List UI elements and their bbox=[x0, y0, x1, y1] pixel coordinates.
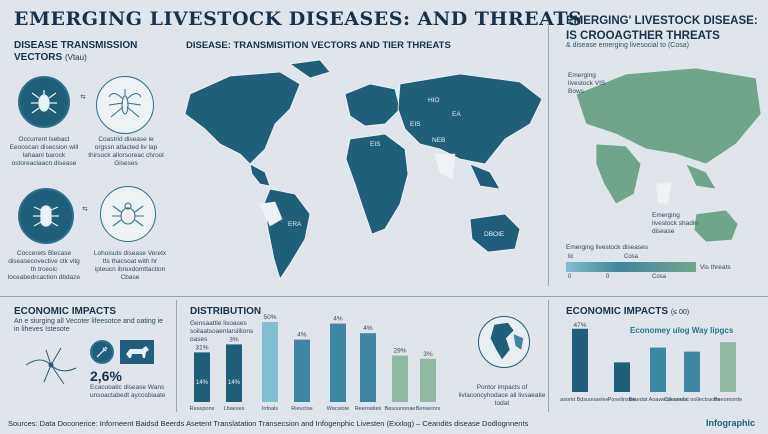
distribution-note: Gensaattie lisoases soilaatsoaenlarsilli… bbox=[190, 320, 254, 343]
right-panel-subtitle: & disease emerging livesocial to (Cosa) bbox=[566, 42, 689, 49]
cattle-icon bbox=[120, 340, 154, 364]
divider-2 bbox=[548, 300, 549, 412]
map-label-6: DIT bbox=[450, 161, 461, 168]
distribution-value-7: 29% bbox=[393, 348, 406, 355]
map-label-7: ERA bbox=[288, 221, 302, 228]
map-label-4: NEB bbox=[432, 137, 445, 144]
distribution-category-7: Besounonae bbox=[385, 406, 416, 412]
louse-icon bbox=[18, 188, 74, 244]
distribution-category-2: Lbaeses bbox=[224, 406, 245, 412]
tick-caption: Occurrent lsebact Eeooscan disecsion wil… bbox=[9, 136, 79, 167]
map-label-1: EIS bbox=[410, 121, 421, 128]
economic-category-2: Ponelinstee bbox=[608, 397, 637, 403]
economic-stat-caption: Ecacuoatic disease Wans unsoactabedt ayc… bbox=[90, 384, 166, 399]
transmission-title-text: DISEASE TRANSMISSION VECTORS bbox=[14, 40, 138, 63]
right-label-lower: Emerging livestock diseases bbox=[566, 244, 649, 251]
world-map-center: EIS EA HIO NEB EIS DIT ERA DBOIE bbox=[184, 59, 543, 280]
economic-category-4: Caconulat oollectraoes bbox=[664, 397, 720, 403]
distribution-bar-6 bbox=[360, 333, 376, 402]
economic-bar-3 bbox=[650, 347, 666, 392]
economic-stat: 2,6% bbox=[90, 368, 122, 384]
distribution-category-6: Reeroaties bbox=[355, 406, 382, 412]
distribution-bar-3 bbox=[262, 322, 278, 402]
map-label-8: DBOIE bbox=[484, 231, 505, 238]
distribution-category-1: Reaspons bbox=[190, 406, 215, 412]
economic-bar-4 bbox=[684, 351, 700, 392]
economic-right-chart-title: Economey ulog Way lipgcs bbox=[630, 326, 734, 335]
distribution-bar-5 bbox=[330, 323, 346, 402]
divider-h bbox=[0, 296, 768, 297]
pathogen-icon bbox=[25, 347, 77, 385]
map-label-2: EA bbox=[452, 111, 461, 118]
world-map-right bbox=[575, 67, 762, 243]
distribution-legend: Pontor impacts of livlaconcyhodace ail l… bbox=[458, 384, 546, 407]
distribution-value-5: 4% bbox=[333, 316, 343, 323]
economic-bar-1 bbox=[572, 328, 588, 392]
distribution-value-2: 3% bbox=[229, 336, 239, 343]
right-label-middle: Emerging livestock shadin disease bbox=[652, 212, 698, 235]
distribution-category-5: Wacsiote bbox=[327, 406, 349, 412]
transmission-title-suffix: (Vtau) bbox=[64, 53, 87, 62]
globe-icon bbox=[478, 316, 530, 368]
tick-icon bbox=[18, 76, 70, 128]
legend-tick-1: 0 bbox=[568, 274, 572, 280]
louse-caption: Coccerets Blecase diseasecovective ctk v… bbox=[7, 250, 81, 281]
distribution-value-1: 31% bbox=[195, 344, 208, 351]
distribution-category-4: Rieucioe bbox=[291, 406, 312, 412]
distribution-title: DISTRIBUTION bbox=[190, 306, 262, 317]
legend-label-left: lic bbox=[568, 254, 574, 260]
syringe-icon bbox=[90, 340, 114, 364]
economic-category-1: Tonasomt Bdsuooaelee bbox=[560, 397, 609, 403]
mite-caption: Lohoisuts disease Veretx tts thacsoat wi… bbox=[93, 250, 167, 281]
footer-source: Sources: Data Doconerice: Inforneent Bai… bbox=[8, 419, 529, 428]
economic-value-1: 47% bbox=[573, 322, 586, 329]
map-title: DISEASE: TRANSMISITION VECTORS AND TIER … bbox=[186, 40, 451, 51]
legend-labels: lic Cosa bbox=[566, 254, 696, 260]
economic-category-5: Beeomonte bbox=[714, 397, 742, 403]
distribution-bar-8 bbox=[420, 358, 436, 402]
economic-right-title: ECONOMIC IMPACTS (≤ 00) bbox=[566, 306, 689, 319]
map-label-5: EIS bbox=[370, 141, 381, 148]
page-title: EMERGING LIVESTOCK DISEASES: AND THREATS bbox=[14, 8, 583, 30]
right-panel-title: EMERGING' LIVESTOCK DISEASE: IS CROOAGTH… bbox=[566, 15, 758, 42]
economic-right-title-text: ECONOMIC IMPACTS bbox=[566, 306, 669, 317]
arrow-icon-2: ⇆ bbox=[82, 206, 88, 213]
divider-3 bbox=[548, 24, 549, 286]
distribution-value-6: 4% bbox=[363, 325, 373, 332]
distribution-value-8: 3% bbox=[423, 351, 433, 358]
distribution-bar-1 bbox=[194, 352, 210, 402]
legend-label-right: Vis threats bbox=[700, 264, 731, 271]
map-label-3: HIO bbox=[428, 97, 440, 104]
economic-bar-5 bbox=[720, 342, 736, 392]
distribution-chart: 31% Reaspons 3% Lbaeses 50% Infoals 4% Rieucioe… bbox=[190, 314, 441, 412]
distribution-category-8: Benseinrs bbox=[416, 406, 441, 412]
legend-tick-3: Cosa bbox=[652, 274, 667, 280]
brand-logo: Infographic bbox=[706, 418, 755, 428]
distribution-inner-label-1: 14% bbox=[196, 380, 209, 386]
distribution-bar-4 bbox=[294, 339, 310, 402]
mosquito-icon bbox=[96, 76, 154, 134]
arrow-icon: ⇆ bbox=[80, 94, 86, 101]
distribution-category-3: Infoals bbox=[262, 406, 278, 412]
divider-1 bbox=[176, 300, 177, 412]
economic-left-title: ECONOMIC IMPACTS bbox=[14, 306, 117, 317]
right-label-top: Emerging livestock VIS Bows bbox=[568, 72, 606, 95]
legend-tick-2: 0 bbox=[606, 274, 610, 280]
distribution-bar-7 bbox=[392, 355, 408, 402]
economic-category-3: Biaedat Aoaweolleasets bbox=[629, 397, 688, 403]
distribution-inner-label-2: 14% bbox=[228, 380, 241, 386]
distribution-value-3: 50% bbox=[263, 314, 276, 321]
economic-chart: 47% Tonasomt BdsuooaeleePonelinsteeBiaeda… bbox=[560, 322, 742, 403]
legend-label-mid: Cosa bbox=[624, 254, 639, 260]
economic-bar-2 bbox=[614, 362, 630, 392]
distribution-bar-2 bbox=[226, 344, 242, 402]
mosquito-caption: Coastrid disease ie orgssn atlacted liv … bbox=[88, 136, 164, 167]
economic-left-text: An e siurging all Vecoter lifeesotce and… bbox=[14, 318, 164, 333]
distribution-value-4: 4% bbox=[297, 332, 307, 339]
mite-icon bbox=[100, 186, 156, 242]
economic-right-title-suffix: (≤ 00) bbox=[670, 309, 690, 316]
legend-gradient bbox=[566, 262, 696, 272]
transmission-title: DISEASE TRANSMISSION VECTORS (Vtau) bbox=[14, 40, 164, 64]
